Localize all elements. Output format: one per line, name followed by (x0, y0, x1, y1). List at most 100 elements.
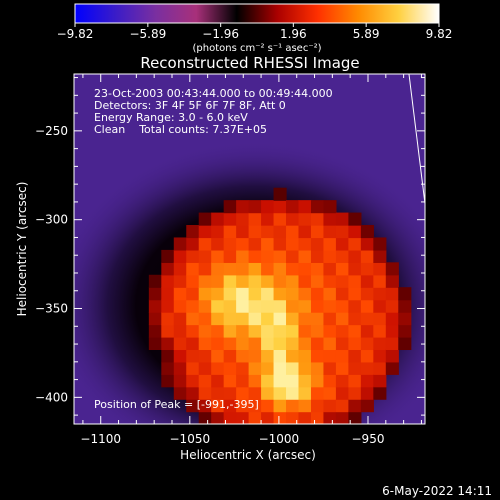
image-pixel (298, 361, 312, 375)
image-pixel (323, 324, 337, 338)
image-pixel (373, 262, 387, 276)
image-pixel (198, 312, 212, 326)
image-pixel (261, 386, 275, 400)
image-pixel (373, 349, 387, 363)
y-tick-label: −400 (35, 390, 68, 404)
image-pixel (161, 349, 175, 363)
image-pixel (360, 399, 374, 413)
image-pixel (248, 212, 262, 226)
image-pixel (248, 361, 262, 375)
image-pixel (298, 287, 312, 301)
image-pixel (360, 312, 374, 326)
image-pixel (198, 249, 212, 263)
image-pixel (310, 225, 325, 239)
image-pixel (261, 249, 275, 263)
image-pixel (385, 361, 399, 375)
image-pixel (273, 262, 287, 276)
colorbar-tick-label: −5.89 (129, 27, 166, 41)
image-pixel (360, 225, 374, 239)
image-pixel (223, 249, 237, 263)
image-pixel (236, 249, 250, 263)
image-pixel (286, 374, 300, 388)
image-pixel (161, 262, 175, 276)
chart-title: Reconstructed RHESSI Image (140, 54, 359, 72)
image-pixel (310, 212, 325, 226)
image-pixel (236, 237, 250, 251)
image-pixel (286, 212, 300, 226)
image-pixel (236, 299, 250, 313)
image-pixel (373, 312, 387, 326)
image-pixel (348, 312, 362, 326)
image-pixel (323, 249, 337, 263)
info-energy-range: Energy Range: 3.0 - 6.0 keV (94, 111, 248, 124)
image-pixel (236, 274, 250, 288)
image-pixel (186, 399, 200, 413)
image-pixel (335, 374, 349, 388)
image-pixel (348, 274, 362, 288)
image-pixel (261, 324, 275, 338)
image-pixel (310, 349, 325, 363)
image-pixel (323, 299, 337, 313)
image-pixel (248, 299, 262, 313)
image-pixel (236, 200, 250, 214)
image-pixel (236, 324, 250, 338)
image-pixel (348, 237, 362, 251)
image-pixel (211, 237, 225, 251)
image-pixel (348, 361, 362, 375)
image-pixel (186, 287, 200, 301)
image-pixel (298, 349, 312, 363)
image-pixel (261, 262, 275, 276)
colorbar-tick-label: −9.82 (57, 27, 94, 41)
image-pixel (385, 287, 399, 301)
image-pixel (310, 200, 325, 214)
image-pixel (173, 249, 187, 263)
y-axis-title: Heliocentric Y (arcsec) (15, 182, 29, 317)
image-pixel (261, 349, 275, 363)
colorbar-units: (photons cm⁻² s⁻¹ asec⁻²) (192, 43, 321, 54)
image-pixel (360, 374, 374, 388)
image-pixel (335, 361, 349, 375)
image-pixel (335, 274, 349, 288)
image-pixel (286, 361, 300, 375)
image-pixel (286, 411, 300, 424)
image-pixel (335, 212, 349, 226)
image-pixel (273, 200, 287, 214)
image-pixel (198, 287, 212, 301)
image-pixel (236, 336, 250, 351)
image-pixel (298, 324, 312, 338)
image-pixel (223, 312, 237, 326)
image-pixel (273, 374, 287, 388)
image-pixel (223, 212, 237, 226)
image-pixel (298, 411, 312, 424)
image-pixel (298, 237, 312, 251)
image-pixel (360, 386, 374, 400)
image-pixel (186, 262, 200, 276)
footer-timestamp: 6-May-2022 14:11 (382, 484, 492, 498)
image-pixel (298, 262, 312, 276)
image-pixel (248, 312, 262, 326)
image-pixel (236, 374, 250, 388)
image-pixel (323, 374, 337, 388)
image-pixel (373, 324, 387, 338)
image-pixel (298, 299, 312, 313)
image-pixel (298, 399, 312, 413)
image-pixel (148, 299, 162, 313)
image-pixel (373, 374, 387, 388)
colorbar-tick-label: 5.89 (353, 27, 380, 41)
image-pixel (211, 274, 225, 288)
image-pixel (310, 411, 325, 424)
image-pixel (223, 361, 237, 375)
image-pixel (310, 299, 325, 313)
image-pixel (248, 287, 262, 301)
image-pixel (186, 336, 200, 351)
image-pixel (161, 299, 175, 313)
image-pixel (236, 262, 250, 276)
info-detectors: Detectors: 3F 4F 5F 6F 7F 8F, Att 0 (94, 99, 286, 112)
x-axis: −1100 −1050 −1000 −950 (80, 74, 422, 446)
image-pixel (198, 274, 212, 288)
image-pixel (398, 287, 412, 301)
image-pixel (286, 336, 300, 351)
image-pixel (211, 225, 225, 239)
image-pixel (173, 336, 187, 351)
